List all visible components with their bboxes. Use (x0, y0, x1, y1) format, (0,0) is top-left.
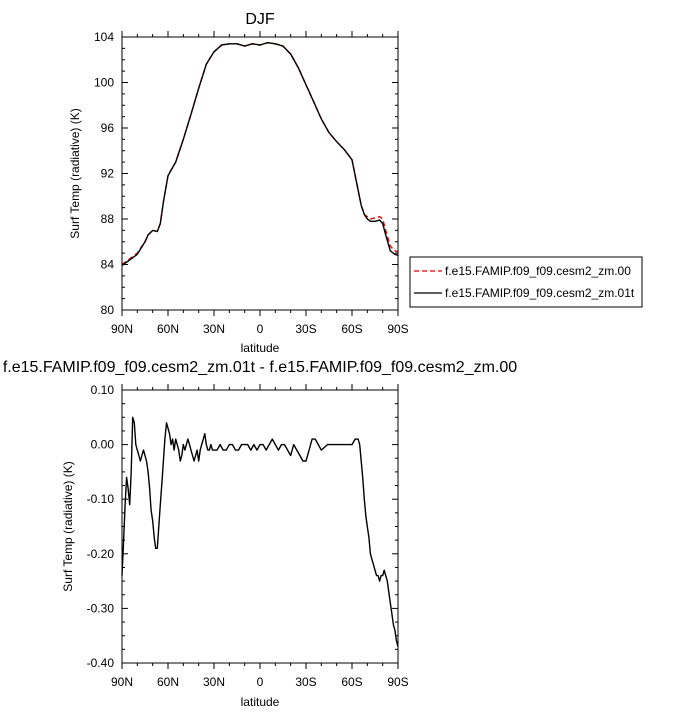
bottom-x-tick-label: 90S (387, 675, 408, 689)
bottom-chart-title: f.e15.FAMIP.f09_f09.cesm2_zm.01t - f.e15… (3, 359, 517, 376)
bottom-x-tick-label: 60S (341, 675, 362, 689)
top-y-tick-label: 92 (101, 167, 115, 181)
bottom-x-tick-label: 30N (203, 675, 225, 689)
top-x-tick-label: 90N (111, 322, 133, 336)
legend-label-series-1: f.e15.FAMIP.f09_f09.cesm2_zm.00 (445, 264, 631, 278)
top-series-line-1 (121, 42, 399, 266)
bottom-y-tick-label: 0.00 (91, 438, 115, 452)
top-y-tick-label: 88 (101, 212, 115, 226)
top-x-tick-label: 60N (157, 322, 179, 336)
bottom-x-tick-label: 0 (257, 675, 264, 689)
top-x-tick-label: 30S (295, 322, 316, 336)
top-chart-title: DJF (245, 11, 275, 28)
top-series (121, 42, 399, 267)
top-y-axis-label: Surf Temp (radiative) (K) (68, 108, 82, 238)
top-y-tick-label: 96 (101, 121, 115, 135)
top-y-ticks: 80 84 88 92 96 100 104 (94, 30, 398, 317)
bottom-x-tick-label: 30S (295, 675, 316, 689)
bottom-y-tick-label: -0.30 (87, 601, 115, 615)
top-x-tick-label: 90S (387, 322, 408, 336)
bottom-y-tick-label: -0.10 (87, 492, 115, 506)
top-x-tick-label: 60S (341, 322, 362, 336)
bottom-y-tick-label: 0.10 (91, 383, 115, 397)
bottom-plot-frame (121, 389, 399, 664)
top-y-tick-label: 104 (94, 30, 114, 44)
legend-box (409, 256, 643, 308)
legend-label-series-2: f.e15.FAMIP.f09_f09.cesm2_zm.01t (445, 286, 635, 300)
bottom-x-tick-label: 60N (157, 675, 179, 689)
top-x-tick-label: 30N (203, 322, 225, 336)
bottom-series (121, 416, 399, 647)
bottom-series-line-1 (121, 416, 399, 647)
top-y-tick-label: 100 (94, 76, 114, 90)
top-x-tick-label: 0 (257, 322, 264, 336)
top-plot-frame (121, 36, 399, 311)
bottom-y-tick-label: -0.40 (87, 656, 115, 670)
top-x-ticks: 90N 60N 30N 0 30S 60S 90S (111, 31, 409, 336)
bottom-x-axis-label: latitude (241, 695, 280, 709)
legend: f.e15.FAMIP.f09_f09.cesm2_zm.00 f.e15.FA… (409, 256, 643, 308)
top-series-line-2 (121, 42, 399, 267)
top-y-tick-label: 84 (101, 258, 115, 272)
bottom-x-ticks: 90N 60N 30N 0 30S 60S 90S (111, 384, 409, 689)
bottom-y-tick-label: -0.20 (87, 547, 115, 561)
top-x-axis-label: latitude (241, 341, 280, 355)
top-y-tick-label: 80 (101, 303, 115, 317)
bottom-x-tick-label: 90N (111, 675, 133, 689)
bottom-y-axis-label: Surf Temp (radiative) (K) (61, 461, 75, 591)
bottom-y-ticks: 0.10 0.00 -0.10 -0.20 -0.30 -0.40 (87, 383, 398, 670)
